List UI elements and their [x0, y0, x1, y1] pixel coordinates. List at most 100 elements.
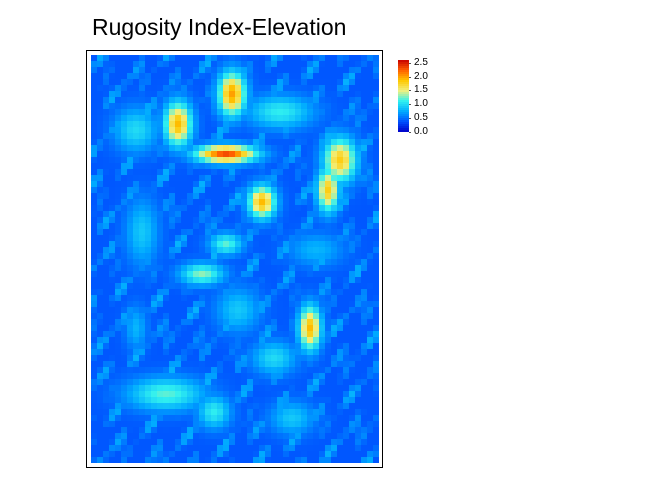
heatmap-cell [121, 145, 128, 152]
heatmap-cell [229, 457, 236, 463]
heatmap-cell [355, 253, 362, 260]
heatmap-cell [289, 295, 296, 302]
heatmap-cell [265, 271, 272, 278]
heatmap-cell [229, 277, 236, 284]
heatmap-cell [325, 127, 332, 134]
heatmap-cell [319, 421, 326, 428]
heatmap-cell [301, 85, 308, 92]
heatmap-cell [229, 289, 236, 296]
heatmap-cell [169, 427, 176, 434]
heatmap-cell [97, 175, 104, 182]
heatmap-cell [103, 331, 110, 338]
heatmap-cell [361, 247, 368, 254]
heatmap-cell [337, 361, 344, 368]
heatmap-cell [211, 79, 218, 86]
heatmap-cell [205, 55, 212, 62]
heatmap-cell [337, 163, 344, 170]
heatmap-cell [169, 343, 176, 350]
heatmap-cell [229, 115, 236, 122]
heatmap-cell [241, 259, 248, 266]
heatmap-cell [283, 253, 290, 260]
heatmap-cell [139, 187, 146, 194]
heatmap-cell [247, 271, 254, 278]
heatmap-cell [223, 235, 230, 242]
heatmap-cell [121, 319, 128, 326]
heatmap-cell [199, 223, 206, 230]
heatmap-cell [133, 403, 140, 410]
heatmap-cell [253, 445, 260, 452]
heatmap-cell [253, 361, 260, 368]
heatmap-cell [337, 67, 344, 74]
heatmap-cell [361, 391, 368, 398]
heatmap-cell [157, 223, 164, 230]
heatmap-cell [343, 163, 350, 170]
heatmap-cell [337, 325, 344, 332]
heatmap-cell [253, 457, 260, 463]
heatmap-cell [265, 97, 272, 104]
heatmap-cell [241, 253, 248, 260]
heatmap-cell [361, 367, 368, 374]
heatmap-cell [253, 127, 260, 134]
heatmap-cell [91, 379, 98, 386]
heatmap-cell [319, 355, 326, 362]
heatmap-cell [367, 85, 374, 92]
heatmap-cell [355, 121, 362, 128]
heatmap-cell [181, 289, 188, 296]
heatmap-cell [325, 427, 332, 434]
heatmap-cell [343, 355, 350, 362]
heatmap-cell [157, 385, 164, 392]
heatmap-cell [361, 337, 368, 344]
heatmap-cell [169, 409, 176, 416]
heatmap-cell [319, 61, 326, 68]
heatmap-cell [343, 373, 350, 380]
heatmap-cell [343, 139, 350, 146]
heatmap-cell [133, 301, 140, 308]
heatmap-cell [367, 337, 374, 344]
heatmap-cell [337, 385, 344, 392]
heatmap-cell [361, 283, 368, 290]
heatmap-cell [253, 175, 260, 182]
heatmap-cell [139, 445, 146, 452]
heatmap-cell [373, 253, 379, 260]
heatmap-cell [301, 265, 308, 272]
heatmap-cell [277, 301, 284, 308]
heatmap-cell [181, 223, 188, 230]
heatmap-cell [127, 379, 134, 386]
heatmap-cell [373, 181, 379, 188]
heatmap-cell [127, 457, 134, 463]
heatmap-cell [199, 325, 206, 332]
heatmap-cell [373, 163, 379, 170]
heatmap-cell [259, 433, 266, 440]
heatmap-cell [91, 133, 98, 140]
heatmap-cell [139, 253, 146, 260]
heatmap-cell [133, 367, 140, 374]
heatmap-cell [265, 55, 272, 62]
heatmap-cell [169, 217, 176, 224]
heatmap-cell [103, 451, 110, 458]
heatmap-cell [313, 259, 320, 266]
heatmap-cell [361, 133, 368, 140]
heatmap-cell [253, 121, 260, 128]
heatmap-cell [235, 139, 242, 146]
heatmap-cell [301, 217, 308, 224]
heatmap-cell [259, 427, 266, 434]
heatmap-cell [187, 301, 194, 308]
heatmap-cell [151, 325, 158, 332]
heatmap-cell [301, 385, 308, 392]
heatmap-cell [181, 235, 188, 242]
heatmap-cell [235, 391, 242, 398]
heatmap-cell [133, 409, 140, 416]
heatmap-cell [217, 97, 224, 104]
heatmap-cell [247, 379, 254, 386]
heatmap-cell [301, 367, 308, 374]
heatmap-cell [331, 301, 338, 308]
heatmap-cell [163, 253, 170, 260]
heatmap-cell [283, 409, 290, 416]
heatmap-cell [205, 193, 212, 200]
heatmap-cell [175, 109, 182, 116]
heatmap-cell [337, 427, 344, 434]
heatmap-cell [247, 319, 254, 326]
heatmap-cell [229, 271, 236, 278]
heatmap-cell [199, 445, 206, 452]
heatmap-cell [301, 295, 308, 302]
